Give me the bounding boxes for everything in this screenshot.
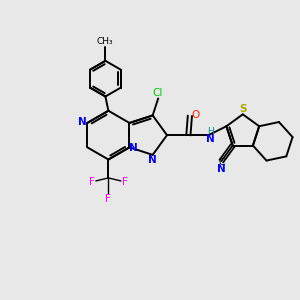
Text: N: N bbox=[129, 143, 138, 153]
Text: N: N bbox=[217, 164, 226, 175]
Text: Cl: Cl bbox=[152, 88, 163, 98]
Text: S: S bbox=[239, 104, 247, 114]
Text: C: C bbox=[218, 158, 224, 166]
Text: O: O bbox=[191, 110, 200, 120]
Text: N: N bbox=[78, 117, 86, 128]
Text: H: H bbox=[207, 127, 214, 136]
Text: F: F bbox=[89, 176, 95, 187]
Text: N: N bbox=[148, 155, 157, 165]
Text: F: F bbox=[122, 176, 128, 187]
Text: CH₃: CH₃ bbox=[97, 37, 113, 46]
Text: N: N bbox=[206, 134, 215, 144]
Text: F: F bbox=[106, 194, 111, 204]
